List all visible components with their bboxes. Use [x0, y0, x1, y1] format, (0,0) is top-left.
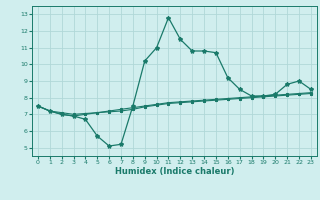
X-axis label: Humidex (Indice chaleur): Humidex (Indice chaleur) — [115, 167, 234, 176]
